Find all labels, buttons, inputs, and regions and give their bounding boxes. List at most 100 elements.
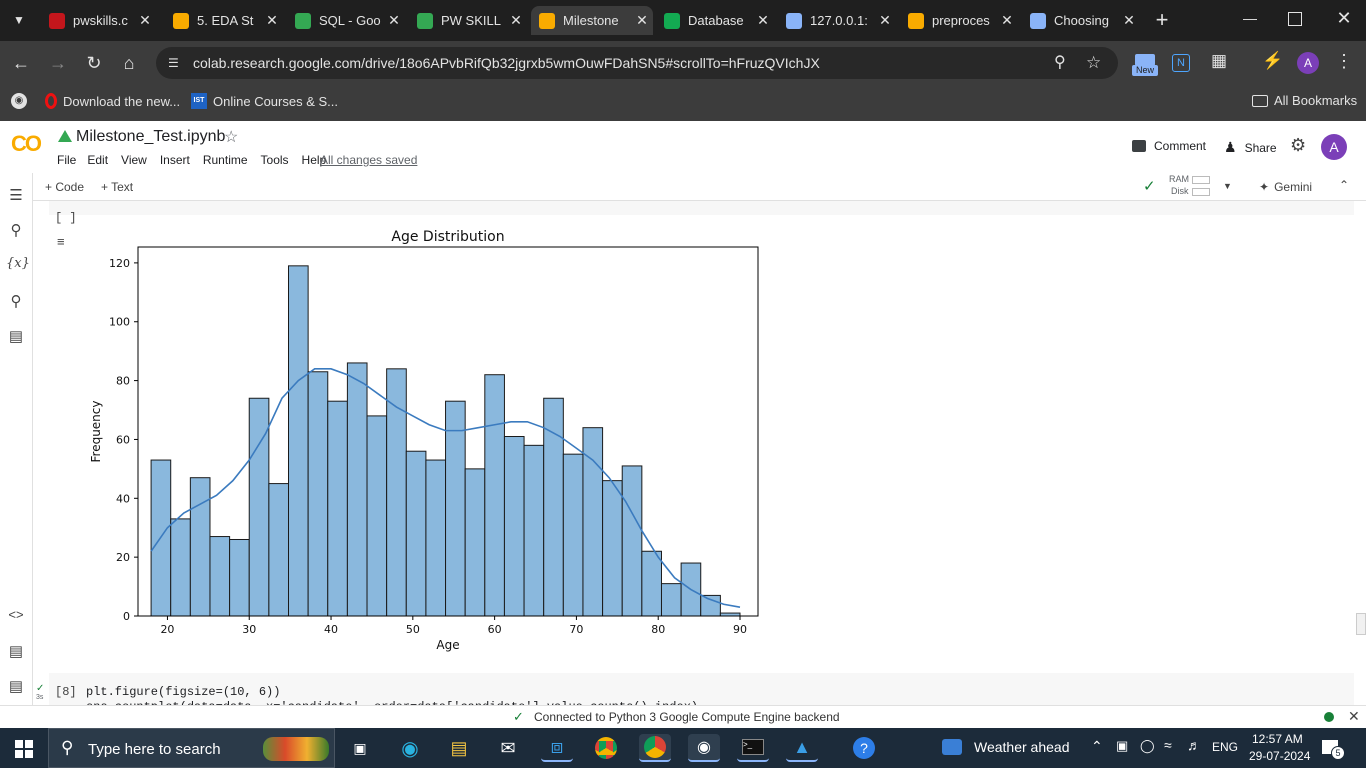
- new-tab-button[interactable]: +: [1155, 7, 1169, 32]
- wifi-icon[interactable]: ≈: [1164, 737, 1172, 753]
- browser-menu-icon[interactable]: ⋮: [1335, 51, 1353, 71]
- close-tab-icon[interactable]: ✕: [510, 12, 522, 28]
- add-code-button[interactable]: + Code: [45, 180, 85, 194]
- windows-start-icon[interactable]: [15, 740, 33, 758]
- vscode-icon[interactable]: ⧈: [541, 734, 573, 762]
- bookmark-item-opera[interactable]: Download the new...: [45, 93, 180, 109]
- extensions-puzzle-icon[interactable]: ▦: [1210, 51, 1228, 70]
- close-window-button[interactable]: ✕: [1336, 8, 1352, 28]
- close-tab-icon[interactable]: ✕: [1123, 12, 1135, 28]
- menu-item-edit[interactable]: Edit: [87, 153, 109, 167]
- output-toggle-icon[interactable]: ≡: [57, 234, 65, 249]
- search-icon[interactable]: ⚲: [10, 222, 22, 239]
- star-icon[interactable]: ☆: [224, 129, 239, 146]
- resource-indicator[interactable]: RAM Disk: [1166, 174, 1210, 198]
- menu-item-view[interactable]: View: [121, 153, 147, 167]
- settings-gear-icon[interactable]: ⚙: [1290, 135, 1307, 155]
- show-hidden-icons[interactable]: ⌃: [1091, 738, 1103, 754]
- close-tab-icon[interactable]: ✕: [139, 12, 151, 28]
- browser-tab[interactable]: preproces ✕: [900, 6, 1018, 35]
- secrets-key-icon[interactable]: ⚲: [10, 293, 22, 310]
- bookmark-star-icon[interactable]: ☆: [1086, 53, 1102, 72]
- add-text-button[interactable]: + Text: [101, 180, 134, 194]
- scrollbar-thumb[interactable]: [1356, 613, 1366, 635]
- close-status-icon[interactable]: ✕: [1348, 708, 1360, 724]
- browser-tab[interactable]: Milestone ✕: [531, 6, 653, 35]
- taskbar-search-box[interactable]: ⚲ Type here to search: [48, 728, 335, 768]
- help-icon[interactable]: ?: [848, 734, 880, 762]
- profile-avatar[interactable]: A: [1297, 52, 1319, 74]
- all-bookmarks-folder[interactable]: All Bookmarks: [1252, 93, 1357, 108]
- photos-icon[interactable]: ▲: [786, 734, 818, 762]
- close-tab-icon[interactable]: ✕: [636, 12, 648, 28]
- files-folder-icon[interactable]: ▤: [8, 328, 24, 345]
- cell-exec-count[interactable]: [8]: [55, 685, 77, 699]
- bookmark-item-ist[interactable]: IST Online Courses & S...: [191, 93, 338, 109]
- url-omnibox[interactable]: ☰ colab.research.google.com/drive/18o6AP…: [156, 47, 1118, 79]
- terminal-app-icon[interactable]: >_: [737, 734, 769, 762]
- command-palette-icon[interactable]: ▤: [8, 643, 24, 660]
- menu-item-file[interactable]: File: [57, 153, 77, 167]
- zoom-search-icon[interactable]: ⚲: [1054, 54, 1066, 71]
- new-badge[interactable]: New: [1132, 54, 1158, 76]
- close-tab-icon[interactable]: ✕: [757, 12, 769, 28]
- browser-tab[interactable]: Database ✕: [656, 6, 774, 35]
- browser-tab[interactable]: PW SKILL ✕: [409, 6, 527, 35]
- notification-center-icon[interactable]: 5: [1322, 738, 1345, 760]
- chrome-icon[interactable]: [590, 734, 622, 762]
- table-of-contents-icon[interactable]: ☰: [9, 187, 23, 204]
- close-tab-icon[interactable]: ✕: [879, 12, 891, 28]
- performance-icon[interactable]: ⚡: [1262, 51, 1284, 70]
- share-button[interactable]: ♟ Share: [1224, 139, 1277, 155]
- previous-cell-strip[interactable]: [49, 201, 1354, 215]
- edge-icon[interactable]: ◉: [401, 737, 419, 760]
- user-avatar[interactable]: A: [1321, 134, 1347, 160]
- tab-search-button[interactable]: ▼: [13, 13, 25, 27]
- file-explorer-icon[interactable]: ▤: [450, 737, 468, 758]
- code-line-2[interactable]: sns.countplot(data=data, x='candidate', …: [86, 700, 698, 705]
- reload-icon[interactable]: ↻: [86, 53, 102, 73]
- bookmark-globe-icon[interactable]: ◉: [11, 93, 27, 109]
- site-info-icon[interactable]: ☰: [168, 56, 179, 70]
- minimize-window-button[interactable]: —: [1243, 10, 1257, 26]
- meet-icon[interactable]: ◯: [1140, 738, 1155, 753]
- clock-date[interactable]: 29-07-2024: [1249, 749, 1311, 763]
- menu-item-help[interactable]: Help: [301, 153, 327, 167]
- weather-widget[interactable]: Weather ahead: [942, 739, 1069, 755]
- menu-item-insert[interactable]: Insert: [159, 153, 190, 167]
- vpn-app-icon[interactable]: ◉: [688, 734, 720, 762]
- saved-status-link[interactable]: All changes saved: [320, 153, 418, 167]
- terminal-icon[interactable]: ▤: [8, 678, 24, 695]
- forward-arrow-icon[interactable]: →: [49, 53, 67, 73]
- clock-time[interactable]: 12:57 AM: [1252, 732, 1303, 746]
- runtime-dropdown-icon[interactable]: ▼: [1223, 181, 1232, 191]
- close-tab-icon[interactable]: ✕: [1001, 12, 1013, 28]
- menu-item-runtime[interactable]: Runtime: [202, 153, 248, 167]
- status-text[interactable]: Connected to Python 3 Google Compute Eng…: [534, 710, 840, 724]
- gemini-button[interactable]: ✦ Gemini: [1259, 180, 1313, 194]
- collapse-header-icon[interactable]: ⌃: [1339, 178, 1350, 192]
- browser-tab[interactable]: Choosing ✕: [1022, 6, 1140, 35]
- comment-button[interactable]: Comment: [1132, 139, 1206, 153]
- restore-window-button[interactable]: [1288, 12, 1302, 26]
- browser-tab[interactable]: SQL - Goo ✕: [287, 6, 405, 35]
- extension-icon[interactable]: N: [1172, 54, 1190, 72]
- home-icon[interactable]: ⌂: [123, 53, 135, 73]
- mail-icon[interactable]: ✉: [500, 737, 516, 758]
- close-tab-icon[interactable]: ✕: [266, 12, 278, 28]
- back-arrow-icon[interactable]: ←: [12, 53, 30, 73]
- tray-app-icon[interactable]: ▣: [1116, 738, 1129, 753]
- notebook-title[interactable]: Milestone_Test.ipynb: [76, 128, 226, 145]
- browser-tab[interactable]: pwskills.c ✕: [41, 6, 156, 35]
- chrome-active-icon[interactable]: [639, 734, 671, 762]
- language-indicator[interactable]: ENG: [1212, 740, 1239, 754]
- close-tab-icon[interactable]: ✕: [388, 12, 400, 28]
- browser-tab[interactable]: 127.0.0.1: ✕: [778, 6, 896, 35]
- colab-logo[interactable]: CO: [11, 131, 42, 156]
- browser-tab[interactable]: 5. EDA St ✕: [165, 6, 283, 35]
- variables-icon[interactable]: {x}: [6, 256, 30, 271]
- task-view-icon[interactable]: ▣: [353, 739, 367, 756]
- volume-icon[interactable]: ♬: [1187, 737, 1201, 753]
- code-line-1[interactable]: plt.figure(figsize=(10, 6)): [86, 685, 281, 699]
- cell-run-indicator[interactable]: [ ]: [55, 211, 77, 225]
